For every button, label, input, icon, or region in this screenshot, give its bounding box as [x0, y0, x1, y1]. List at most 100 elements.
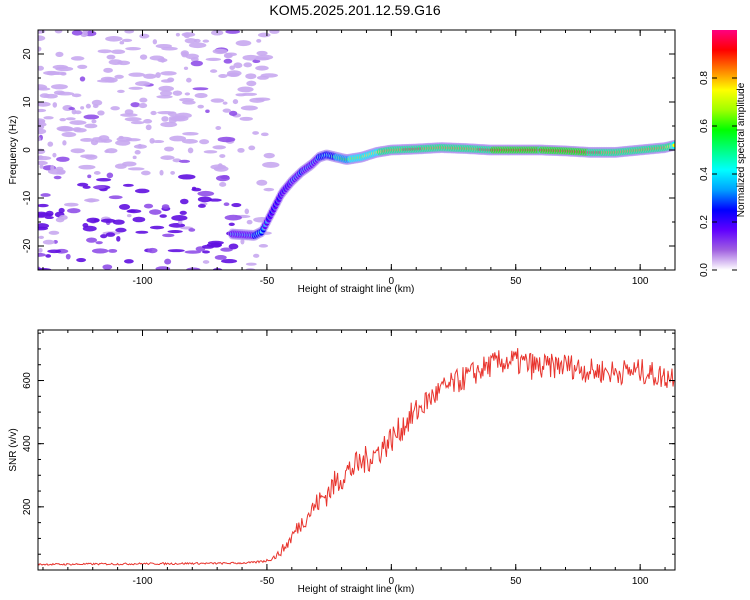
spectral-blob — [214, 255, 227, 260]
spectral-blob — [224, 214, 242, 221]
colorbar-tick-label: 0.6 — [699, 119, 710, 133]
spectral-blob — [252, 59, 261, 64]
spectral-blob — [44, 93, 58, 99]
spectral-blob — [74, 110, 82, 115]
x-tick-label: -50 — [260, 576, 275, 587]
x-tick-label: 50 — [510, 276, 522, 287]
spectral-blob — [108, 59, 123, 65]
spectral-blob — [178, 174, 196, 180]
spectral-blob — [231, 202, 242, 208]
spectral-blob — [181, 139, 198, 144]
spectral-blob — [149, 209, 162, 215]
spectral-blob — [56, 156, 70, 162]
spectral-blob — [246, 219, 253, 225]
spectral-blob — [38, 223, 50, 229]
spectral-blob — [218, 74, 228, 78]
spectral-blob — [188, 42, 207, 49]
spectral-blob — [220, 258, 238, 264]
spectral-blob — [86, 217, 100, 223]
spectral-blob — [207, 240, 224, 245]
spectral-blob — [83, 114, 100, 120]
y-tick-label: 10 — [22, 96, 33, 108]
spectral-blob — [91, 99, 103, 106]
spectral-blob — [219, 154, 226, 158]
spectrogram-y-ticks: -20 -10 0 10 20 — [22, 29, 675, 271]
spectral-blob — [260, 132, 269, 137]
spectral-blob — [262, 161, 280, 168]
colorbar-tick-label: 0.4 — [699, 167, 710, 181]
spectral-blob — [38, 148, 46, 155]
snr-panel: -100 -50 0 50 100 200 400 600 Height of straig… — [8, 329, 676, 595]
spectral-blob — [225, 30, 241, 34]
spectral-blob — [178, 159, 191, 163]
spectral-blob — [155, 266, 171, 270]
spectral-blob — [167, 111, 177, 117]
spectral-blob — [119, 40, 125, 45]
spectral-blob — [100, 234, 108, 239]
spectral-blob — [77, 182, 89, 187]
spectral-blob — [104, 149, 110, 153]
spectral-blob — [63, 202, 79, 207]
spectrogram-y-label: Frequency (Hz) — [8, 116, 19, 185]
spectral-blob — [97, 49, 113, 54]
spectral-blob — [70, 148, 85, 154]
spectral-blob — [139, 97, 148, 103]
spectral-blob — [202, 250, 210, 254]
spectral-blob — [62, 140, 67, 146]
spectral-blob — [92, 137, 103, 141]
snr-y-ticks: 200 400 600 — [22, 332, 675, 571]
spectral-blob — [161, 116, 169, 122]
colorbar-label: Normalized spectral amplitude — [736, 82, 747, 217]
spectral-blob — [97, 110, 105, 116]
spectral-blob — [249, 97, 265, 103]
spectral-blob — [127, 167, 145, 171]
spectral-blob — [87, 174, 92, 179]
x-tick-label: -100 — [133, 576, 153, 587]
snr-frame — [37, 329, 676, 571]
spectral-blob — [108, 195, 123, 200]
spectral-blob — [50, 71, 67, 75]
spectral-blob — [185, 53, 199, 60]
spectral-blob — [85, 103, 91, 109]
spectral-blob — [237, 86, 254, 93]
spectral-blob — [118, 203, 131, 210]
spectral-blob — [45, 254, 52, 258]
spectral-blob — [169, 135, 187, 142]
spectral-blob — [155, 72, 161, 78]
spectral-blob — [53, 175, 62, 180]
spectral-blob — [240, 105, 258, 111]
spectral-blob — [135, 81, 151, 87]
spectral-blob — [239, 116, 253, 121]
spectral-blob — [102, 264, 113, 270]
spectral-blob — [58, 207, 65, 214]
spectral-blob — [162, 233, 175, 238]
spectral-blob — [256, 50, 268, 56]
spectral-blob — [38, 35, 46, 42]
spectral-blob — [138, 103, 148, 109]
spectral-blob — [38, 252, 46, 257]
spectral-blob — [78, 164, 96, 170]
spectral-blob — [184, 250, 202, 254]
spectral-blob — [52, 152, 57, 158]
spectral-blob — [184, 92, 191, 96]
spectral-blob — [132, 216, 146, 223]
spectral-blob — [52, 102, 58, 108]
spectral-blob — [38, 118, 46, 124]
spectral-blob — [130, 121, 145, 125]
spectral-blob — [212, 145, 227, 150]
spectral-blob — [183, 66, 189, 70]
spectral-blob — [197, 104, 204, 109]
spectral-blob — [215, 126, 222, 131]
spectral-blob — [184, 38, 197, 44]
x-tick-label: -50 — [260, 276, 275, 287]
spectrogram-ridge — [228, 139, 675, 241]
spectral-blob — [115, 140, 131, 146]
spectral-blob — [40, 193, 51, 197]
spectral-blob — [38, 247, 43, 253]
spectral-blob — [80, 138, 95, 142]
spectral-blob — [210, 164, 227, 170]
spectral-blob — [233, 62, 243, 69]
x-tick-label: 0 — [389, 576, 395, 587]
spectral-blob — [269, 30, 280, 34]
